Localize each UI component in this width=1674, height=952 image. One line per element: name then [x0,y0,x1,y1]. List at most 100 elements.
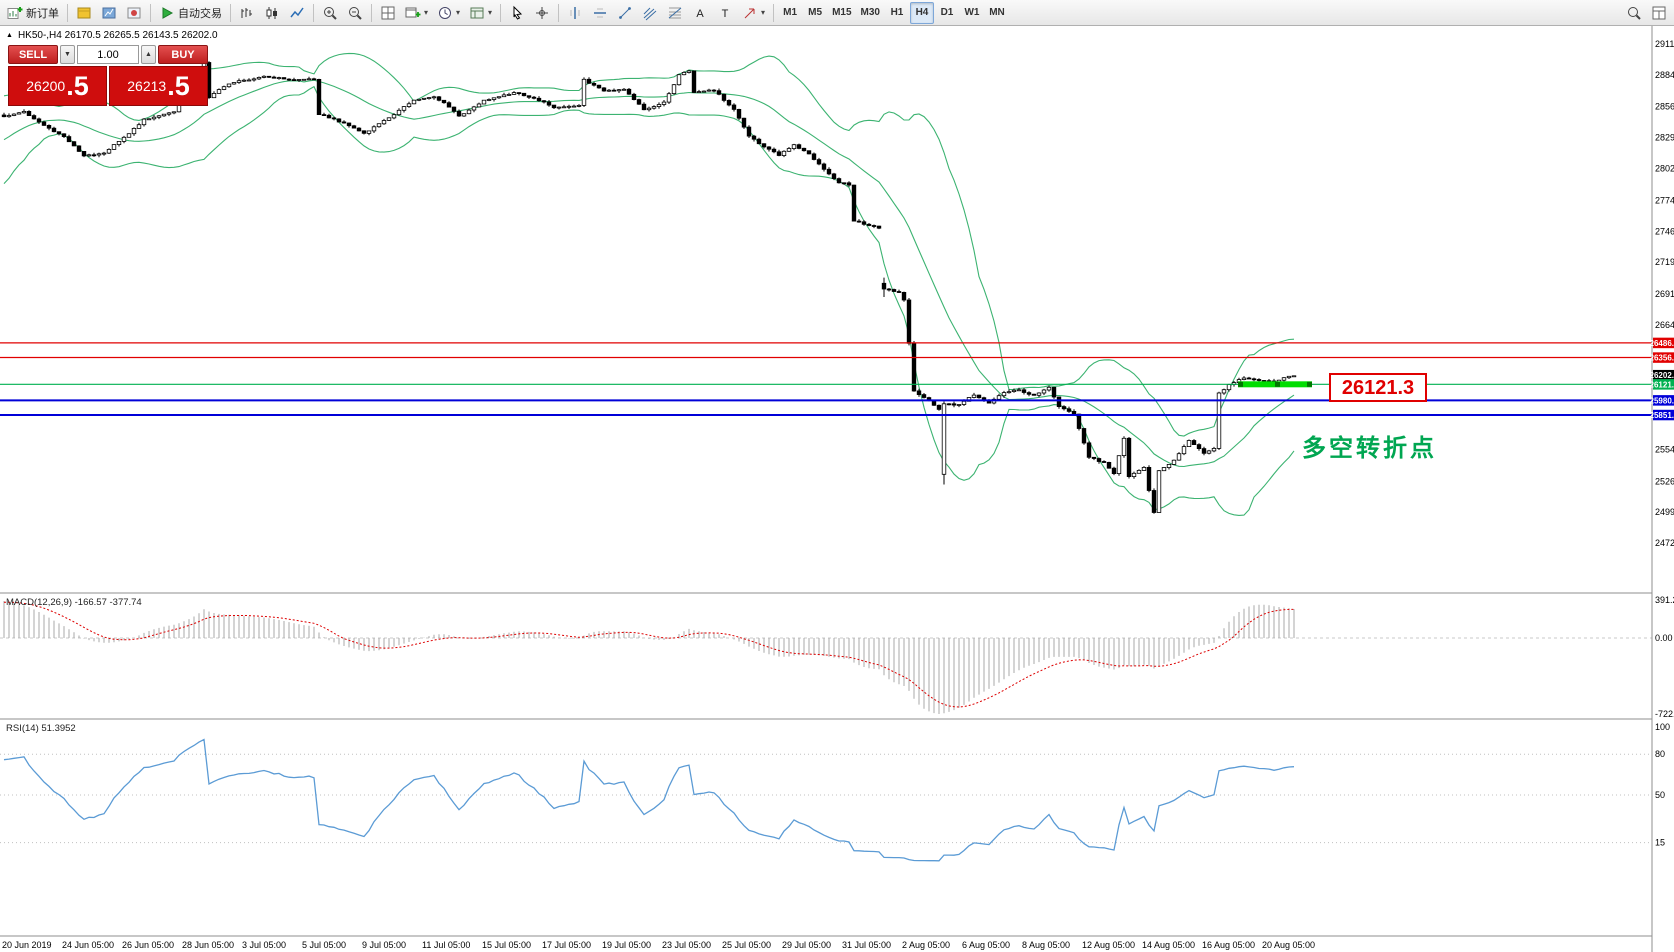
tile-windows-button[interactable] [376,2,400,24]
candle [851,184,857,222]
templates-button[interactable]: ▾ [465,2,496,24]
candle [1141,466,1147,471]
time-axis[interactable]: 20 Jun 2019 24 Jun 05:00 26 Jun 05:00 28 Ju… [2,940,1315,950]
candle [641,103,647,111]
candle [451,106,457,112]
candle [21,111,27,114]
candle [681,72,687,76]
fibonacci-tool[interactable] [663,2,687,24]
zoom-in-button[interactable] [318,2,342,24]
tf-m15-button[interactable]: M15 [828,2,855,24]
crosshair-tool-button[interactable] [530,2,554,24]
candle [1121,437,1127,456]
zoom-out-button[interactable] [343,2,367,24]
buy-button[interactable]: BUY [158,45,208,64]
candle [241,79,247,82]
label-tool[interactable]: T [713,2,737,24]
tf-d1-button[interactable]: D1 [935,2,959,24]
svg-text:25 Jul 05:00: 25 Jul 05:00 [722,940,771,950]
candle [121,136,127,142]
svg-text:0.00: 0.00 [1655,633,1673,643]
candle [491,97,497,100]
candle [766,146,772,150]
sell-price-big-digit: .5 [66,70,89,101]
candle [1086,442,1092,458]
svg-text:5 Jul 05:00: 5 Jul 05:00 [302,940,346,950]
channel-tool[interactable] [638,2,662,24]
candle [386,117,392,121]
layout-button[interactable] [1647,2,1671,24]
candle [246,79,252,82]
cursor-tool-button[interactable] [505,2,529,24]
price-axis[interactable] [1652,26,1674,952]
segment-handle[interactable] [1275,381,1280,387]
data-window-button[interactable] [97,2,121,24]
candle [251,78,257,81]
tf-h4-button-label: H4 [915,7,929,18]
price-callout-text[interactable]: 26121.3 [1342,377,1414,399]
line-chart-button[interactable] [285,2,309,24]
buy-price-main: 26213 [127,78,167,94]
box-blue-icon [101,5,117,21]
tf-m1-button[interactable]: M1 [778,2,802,24]
text-tool[interactable]: A [688,2,712,24]
sell-price-display[interactable]: 26200.5 [8,66,107,106]
new-order-button[interactable]: 新订单 [3,2,63,24]
tf-w1-button[interactable]: W1 [960,2,984,24]
candle [976,394,982,399]
autotrading-button[interactable]: 自动交易 [155,2,226,24]
line-icon [289,5,305,21]
buy-price-display[interactable]: 26213.5 [109,66,208,106]
candle [171,111,177,114]
tf-mn-button[interactable]: MN [985,2,1009,24]
svg-text:28020.0: 28020.0 [1655,164,1674,174]
candle [741,117,747,128]
tf-h4-button[interactable]: H4 [909,1,934,24]
new-chart-button[interactable]: ▾ [401,2,432,24]
lot-size-input[interactable] [77,45,139,64]
candle [776,151,782,156]
chart-background [0,26,1674,952]
horizontal-line-tool[interactable] [588,2,612,24]
chart-canvas[interactable]: MACD(12,26,9) -166.57 -377.74 RSI(14) 51.… [0,26,1674,952]
collapse-triangle-icon[interactable]: ▲ [6,32,13,39]
segment-handle[interactable] [1238,381,1243,387]
svg-text:24996.0: 24996.0 [1655,507,1674,517]
candle [136,124,142,129]
price-callout-box[interactable] [1329,373,1427,402]
candle [111,144,117,150]
candle [476,103,482,108]
periodicity-button[interactable]: ▾ [433,2,464,24]
candle [486,99,492,101]
candle [996,395,1002,400]
lot-decrease-button[interactable]: ▼ [60,45,75,64]
tf-h1-button[interactable]: H1 [885,2,909,24]
tf-m5-button[interactable]: M5 [803,2,827,24]
sell-button[interactable]: SELL [8,45,58,64]
price-level-lines[interactable] [0,342,1652,416]
svg-text:27740.0: 27740.0 [1655,195,1674,205]
candle [316,79,322,116]
svg-text:26644.0: 26644.0 [1655,320,1674,330]
lot-increase-button[interactable]: ▲ [141,45,156,64]
arrows-tool[interactable]: ▾ [738,2,769,24]
vertical-line-tool[interactable] [563,2,587,24]
bar-chart-button[interactable] [235,2,259,24]
search-button[interactable] [1622,2,1646,24]
tf-m5-button-label: M5 [808,7,823,18]
market-watch-button[interactable] [72,2,96,24]
candle [351,125,357,129]
turning-point-annotation[interactable]: 多空转折点 [1302,434,1437,462]
candle [266,75,272,78]
candle [1181,446,1187,455]
candle [1,114,7,118]
candle [76,145,82,152]
segment-handle[interactable] [1307,381,1312,387]
candle [146,118,152,121]
navigator-button[interactable] [122,2,146,24]
svg-text:T: T [722,8,729,20]
tf-m30-button[interactable]: M30 [857,2,884,24]
candle-chart-button[interactable] [260,2,284,24]
candle [456,110,462,117]
trendline-tool[interactable] [613,2,637,24]
